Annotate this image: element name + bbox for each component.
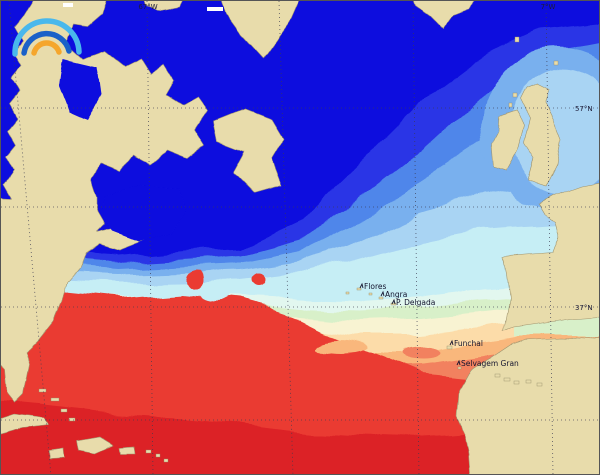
meridian-47w <box>278 1 294 474</box>
island-speck <box>60 408 68 413</box>
island-speck <box>38 388 47 393</box>
island-speck <box>368 292 373 296</box>
place-label-p-delgada: P. Delgada <box>396 298 435 307</box>
island-speck <box>378 296 384 300</box>
gulf-stream-cold-eddy <box>279 298 303 308</box>
land-baffin-fragment <box>143 1 185 12</box>
rainbow-arcs-logo <box>12 18 82 57</box>
place-label-angra: Angra <box>385 290 407 299</box>
label-longitude-7w: 7°W <box>541 3 556 11</box>
gulf-stream-cold-eddy <box>200 289 232 301</box>
island-speck <box>457 366 462 370</box>
island-jamaica <box>48 447 65 458</box>
island-speck <box>525 379 532 384</box>
island-speck <box>68 417 76 422</box>
logo-arc-inner <box>31 40 62 56</box>
island-speck <box>345 291 350 295</box>
islands-scotland-north <box>508 36 559 108</box>
island-speck <box>446 345 453 350</box>
land-europe <box>502 181 599 332</box>
islands-madeira-selvagens <box>446 345 462 370</box>
place-label-flores: Flores <box>364 282 387 291</box>
island-speck <box>513 380 520 385</box>
gulf-stream-warm-eddy <box>252 274 266 288</box>
label-latitude-37n: 37°N <box>575 304 593 312</box>
label-latitude-57n: 57°N <box>575 105 593 113</box>
gulf-stream-warm-eddy <box>188 270 206 288</box>
island-speck <box>145 449 152 454</box>
island-speck <box>163 458 169 463</box>
gulf-of-st-lawrence-water <box>101 185 187 241</box>
land-great-britain <box>520 82 562 188</box>
place-marker-funchal <box>449 339 454 346</box>
island-speck <box>390 302 397 306</box>
islands-bahamas <box>38 388 76 422</box>
land-north-america <box>1 1 208 402</box>
island-speck <box>50 397 60 402</box>
island-speck <box>553 60 559 66</box>
island-speck <box>508 102 513 108</box>
islands-antilles <box>145 449 169 463</box>
ice-patch <box>207 7 223 11</box>
logo-arc-outer <box>12 18 82 57</box>
land-greenland-tip <box>413 1 476 30</box>
place-marker-p-delgada <box>391 298 396 305</box>
place-marker-angra <box>380 290 385 297</box>
island-speck <box>512 92 518 98</box>
island-speck <box>494 373 501 378</box>
place-marker-flores <box>359 282 364 289</box>
islands-canaries <box>494 373 543 387</box>
warm-side-streak <box>401 347 441 359</box>
label-longitude-67w: 67°W <box>138 3 157 11</box>
sst-band-hottest <box>1 401 599 474</box>
land-africa <box>456 336 599 474</box>
island-puerto-rico <box>118 445 135 454</box>
island-speck <box>503 377 511 382</box>
labels-layer: 67°W 7°W 57°N 37°N Flores Angra P. Delga… <box>138 3 592 368</box>
island-speck <box>514 36 520 43</box>
place-label-selvagem: Selvagem Gran <box>461 359 519 368</box>
cold-patch-northeast <box>486 1 599 31</box>
warm-side-streak <box>315 339 367 353</box>
place-label-funchal: Funchal <box>454 339 483 348</box>
hudson-bay-water <box>59 59 101 119</box>
land-newfoundland <box>214 108 284 194</box>
land-labrador-wedge <box>220 1 299 60</box>
ice-patch <box>63 3 73 7</box>
island-hispaniola <box>76 436 114 454</box>
island-speck <box>536 382 543 387</box>
islands-azores <box>345 287 397 306</box>
place-marker-selvagem <box>456 359 461 366</box>
small-islands-layer <box>38 3 559 463</box>
land-ireland <box>490 110 526 172</box>
logo-arc-middle <box>21 30 72 56</box>
island-speck <box>356 287 362 291</box>
island-speck <box>155 453 161 458</box>
